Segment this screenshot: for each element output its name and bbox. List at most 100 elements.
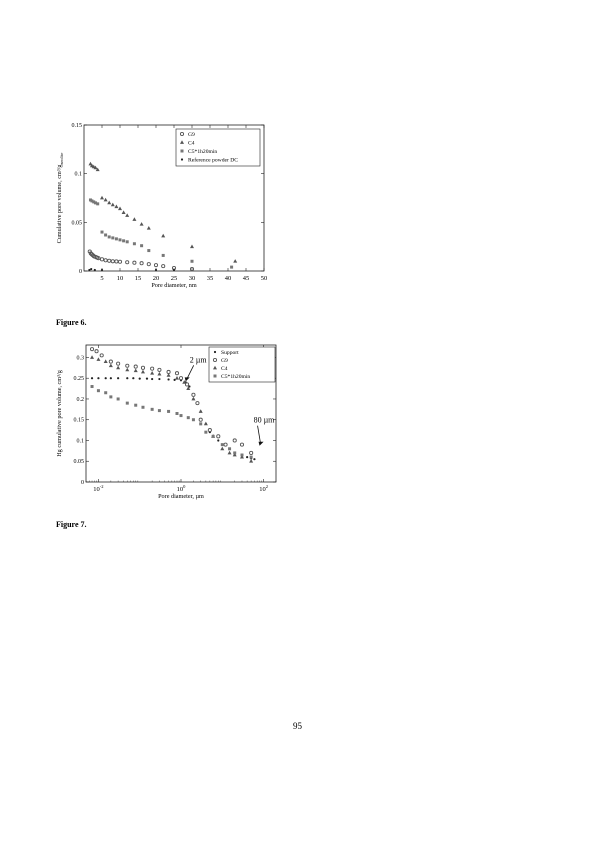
legend-marker — [180, 149, 184, 153]
data-point — [167, 409, 171, 413]
data-point — [249, 455, 253, 459]
data-point — [94, 349, 99, 354]
data-point — [110, 202, 115, 207]
data-point — [211, 434, 215, 438]
data-point — [186, 386, 191, 390]
data-point — [190, 259, 194, 263]
data-point — [217, 439, 220, 442]
x-axis-label: Pore diameter, µm — [158, 493, 204, 500]
data-point — [107, 235, 111, 239]
data-point — [134, 403, 138, 407]
y-tick-label: 0 — [81, 480, 84, 486]
data-point — [220, 446, 225, 451]
x-tick-label: 50 — [261, 275, 268, 282]
data-point — [121, 210, 126, 214]
data-point — [109, 377, 112, 380]
data-point — [157, 371, 162, 376]
y-axis-label: Hg cumulative pore volume, cm³/g — [56, 370, 63, 457]
figure-6-caption: Figure 6. — [56, 318, 87, 327]
x-tick-label: 35 — [207, 275, 214, 282]
data-point — [178, 376, 184, 381]
data-point — [232, 438, 237, 443]
data-point — [97, 377, 100, 380]
data-point — [93, 268, 96, 272]
data-point — [189, 267, 195, 272]
data-point — [104, 391, 108, 395]
data-point — [107, 200, 112, 205]
data-point — [139, 261, 144, 266]
x-tick-label: 15 — [135, 275, 142, 282]
data-point — [118, 238, 122, 242]
data-point — [216, 434, 221, 439]
y-tick-label: 0.15 — [72, 123, 83, 129]
data-point — [190, 244, 194, 249]
data-point — [132, 260, 137, 265]
data-point — [126, 377, 129, 380]
legend-marker — [180, 158, 184, 161]
y-tick-label: 0.1 — [75, 172, 83, 178]
y-tick-label: 0.2 — [77, 397, 85, 403]
legend-box — [208, 346, 276, 383]
data-point — [191, 418, 195, 422]
data-point — [116, 365, 121, 370]
data-point — [191, 392, 196, 397]
data-point — [132, 242, 136, 246]
x-tick-label: 30 — [189, 275, 196, 282]
data-point — [182, 380, 187, 384]
data-point — [150, 366, 155, 371]
annotation-arrowhead — [258, 441, 264, 446]
data-point — [111, 236, 115, 240]
data-point — [166, 369, 171, 375]
data-point — [96, 202, 100, 206]
data-point — [125, 240, 129, 244]
data-point — [114, 204, 119, 209]
data-point — [223, 442, 228, 447]
data-point — [207, 428, 212, 433]
data-point — [116, 361, 121, 366]
data-point — [141, 405, 145, 409]
x-tick-label: 102 — [259, 484, 268, 493]
figure-7-chart: 10-2 100 102 0 0.05 0.1 0.15 0.2 0.25 0.3 Pore dia… — [56, 344, 277, 500]
data-point — [125, 367, 130, 372]
legend-marker — [212, 357, 218, 363]
data-point — [145, 377, 149, 380]
data-point — [228, 447, 232, 451]
data-point — [100, 268, 104, 272]
x-tick-label: 10-2 — [93, 484, 103, 493]
x-tick-label: 100 — [177, 484, 187, 493]
data-point — [114, 237, 118, 241]
annotation-arrow — [257, 425, 261, 444]
figure-6: 5 10 15 20 25 30 35 40 45 50 0 0.05 0.1 0.15 Pore diam… — [50, 120, 275, 295]
data-point — [139, 222, 144, 226]
data-point — [95, 167, 100, 172]
data-point — [146, 262, 151, 267]
y-tick-label: 0.05 — [74, 459, 85, 465]
data-point — [90, 355, 95, 359]
data-point — [167, 378, 170, 381]
data-point — [96, 357, 101, 361]
data-point — [90, 385, 94, 389]
y-axis-label: Cumulative pore volume, cm³/gzeolite — [56, 153, 64, 244]
data-point — [96, 389, 100, 393]
data-point — [89, 347, 95, 352]
data-point — [220, 443, 224, 447]
x-tick-label: 20 — [153, 275, 160, 282]
legend-box — [175, 128, 261, 167]
y-tick-label: 0.1 — [77, 438, 85, 444]
data-point — [140, 369, 145, 374]
data-point — [109, 395, 113, 399]
data-point — [100, 230, 104, 234]
data-point — [227, 450, 232, 455]
data-point — [157, 367, 162, 372]
x-tick-label: 40 — [225, 275, 232, 282]
legend-marker — [180, 140, 184, 144]
annotation-label: 2 µm — [190, 355, 208, 364]
data-point — [110, 259, 115, 264]
data-point — [88, 268, 91, 272]
data-point — [179, 414, 183, 418]
data-point — [117, 259, 123, 264]
data-point — [151, 377, 154, 381]
legend-label: C5*1h20min — [221, 374, 250, 380]
y-tick-label: 0.25 — [74, 376, 85, 382]
data-point — [88, 161, 93, 166]
